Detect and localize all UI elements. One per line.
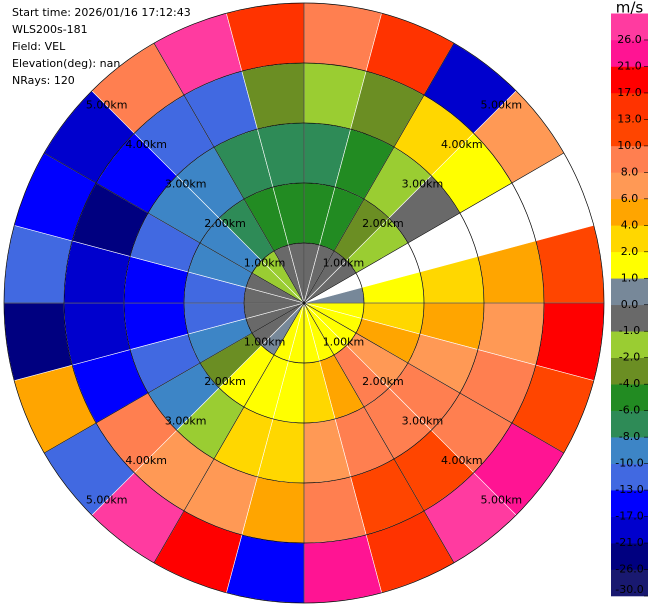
spoke xyxy=(153,302,305,563)
gate xyxy=(419,256,485,304)
colorbar-segment xyxy=(611,437,648,464)
colorbar-tick-label: 26.0 xyxy=(617,33,642,46)
range-ring-label: 2.00km xyxy=(362,217,404,230)
colorbar-segment xyxy=(611,39,648,67)
colorbar-segment xyxy=(611,119,648,147)
range-ring xyxy=(123,122,485,484)
spoke xyxy=(153,43,305,304)
gate xyxy=(535,224,605,304)
colorbar-tick-label: 8.0 xyxy=(621,165,639,178)
spoke xyxy=(44,302,305,454)
colorbar-segment xyxy=(611,569,648,597)
colorbar-segment xyxy=(611,13,648,41)
info-text: WLS200s-181 xyxy=(12,23,88,36)
range-ring xyxy=(63,62,545,544)
range-ring-label: 4.00km xyxy=(125,138,167,151)
range-ring xyxy=(243,242,365,364)
colorbar-tick-label: -21.0 xyxy=(615,536,643,549)
range-ring xyxy=(183,182,425,424)
colorbar-tick-label: 17.0 xyxy=(617,86,642,99)
colorbar-segment xyxy=(611,463,648,491)
range-ring-label: 1.00km xyxy=(244,335,286,348)
colorbar-tick-label: -1.0 xyxy=(619,324,640,337)
range-ring-label: 5.00km xyxy=(86,493,128,506)
colorbar-segment xyxy=(611,304,648,332)
range-ring-label: 3.00km xyxy=(402,178,444,191)
range-ring-label: 3.00km xyxy=(165,178,207,191)
colorbar-tick-label: 0.0 xyxy=(621,298,639,311)
range-ring-label: 3.00km xyxy=(402,414,444,427)
range-ring-label: 4.00km xyxy=(125,454,167,467)
colorbar-tick-label: 10.0 xyxy=(617,139,642,152)
info-text: Field: VEL xyxy=(12,40,66,53)
colorbar-segment xyxy=(611,92,648,120)
spoke xyxy=(303,302,564,454)
colorbar-segment xyxy=(611,278,648,306)
colorbar-tick-label: -8.0 xyxy=(619,430,640,443)
colorbar-segment xyxy=(611,410,648,438)
colorbar-segment xyxy=(611,251,648,279)
spoke xyxy=(303,43,455,304)
spoke xyxy=(44,152,305,304)
spoke xyxy=(303,302,455,563)
colorbar-tick-label: -6.0 xyxy=(619,404,640,417)
spoke xyxy=(303,152,564,304)
colorbar-tick-label: -30.0 xyxy=(615,583,643,596)
gate xyxy=(477,240,545,304)
colorbar-tick-label: 6.0 xyxy=(621,192,639,205)
colorbar-tick-label: -4.0 xyxy=(619,377,640,390)
range-ring xyxy=(3,2,605,604)
colorbar-tick-label: 1.0 xyxy=(621,271,639,284)
range-ring-label: 5.00km xyxy=(480,493,522,506)
colorbar-tick-label: 21.0 xyxy=(617,59,642,72)
range-ring-label: 2.00km xyxy=(204,217,246,230)
colorbar-segment xyxy=(611,516,648,544)
colorbar-segment xyxy=(611,145,648,173)
colorbar-segment xyxy=(611,172,648,200)
colorbar-segment xyxy=(611,331,648,359)
range-ring-label: 5.00km xyxy=(480,99,522,112)
range-ring-label: 2.00km xyxy=(204,375,246,388)
info-text: NRays: 120 xyxy=(12,74,75,87)
colorbar-segment xyxy=(611,384,648,411)
colorbar-segment xyxy=(611,357,648,385)
colorbar-tick-label: -13.0 xyxy=(615,483,643,496)
colorbar-tick-label: 4.0 xyxy=(621,218,639,231)
colorbar-tick-label: -2.0 xyxy=(619,351,640,364)
colorbar-segment xyxy=(611,66,648,94)
range-ring-label: 1.00km xyxy=(244,257,286,270)
colorbar-tick-label: -26.0 xyxy=(615,563,643,576)
colorbar-tick-label: 13.0 xyxy=(617,112,642,125)
range-ring-label: 2.00km xyxy=(362,375,404,388)
colorbar-segment xyxy=(611,198,648,226)
range-ring-label: 4.00km xyxy=(441,454,483,467)
range-ring-label: 3.00km xyxy=(165,414,207,427)
range-ring-label: 1.00km xyxy=(323,257,365,270)
colorbar-segment xyxy=(611,490,648,517)
range-ring-label: 4.00km xyxy=(441,138,483,151)
colorbar-segment xyxy=(611,543,648,570)
colorbar-tick-label: 2.0 xyxy=(621,245,639,258)
colorbar-label: m/s xyxy=(616,0,644,17)
gate xyxy=(361,271,425,304)
range-ring-label: 1.00km xyxy=(323,335,365,348)
info-text: Elevation(deg): nan xyxy=(12,57,120,70)
range-ring-label: 5.00km xyxy=(86,99,128,112)
colorbar-tick-label: -17.0 xyxy=(615,510,643,523)
info-text: Start time: 2026/01/16 17:12:43 xyxy=(12,6,191,19)
colorbar-segment xyxy=(611,225,648,253)
colorbar-tick-label: -10.0 xyxy=(615,457,643,470)
